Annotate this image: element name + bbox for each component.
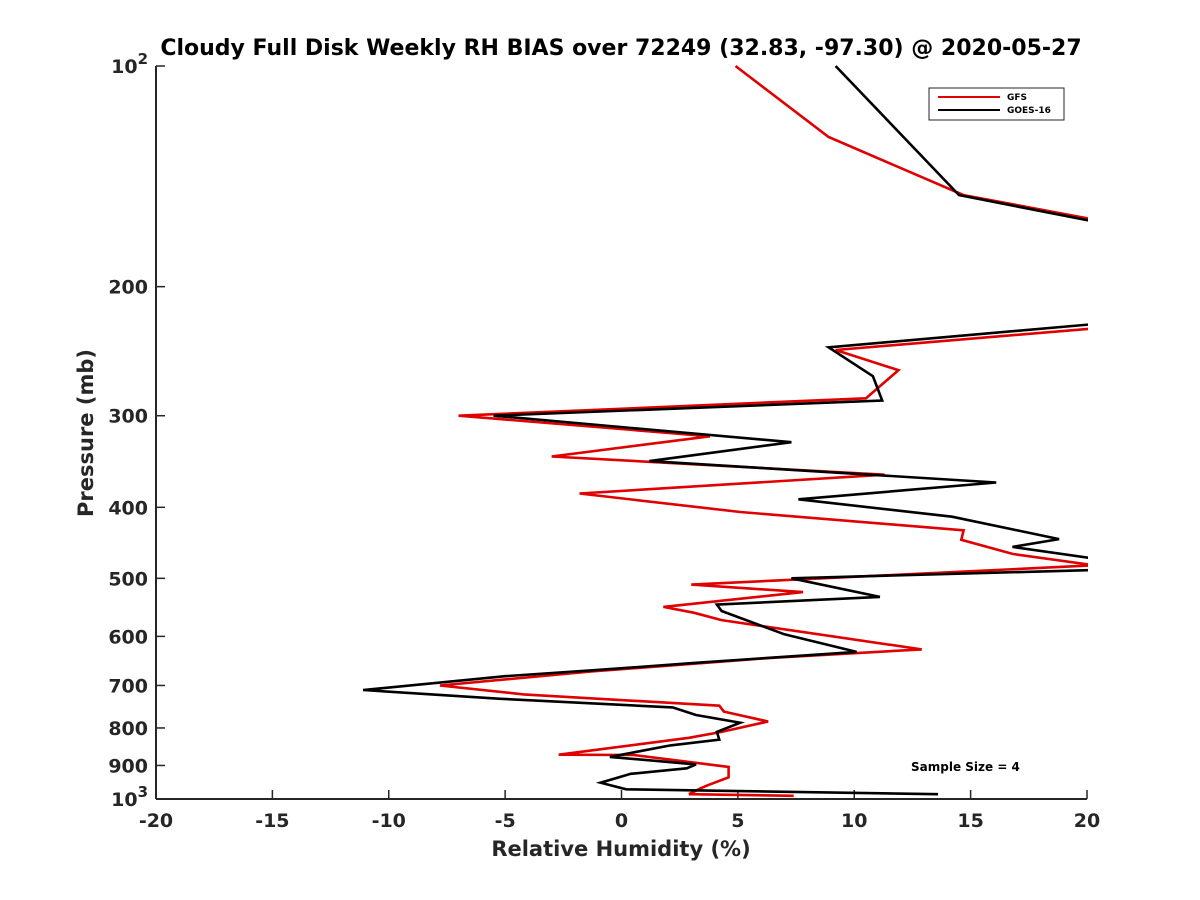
series-layer: [362, 64, 1088, 798]
x-tick-label: -15: [255, 810, 289, 832]
y-axis-ticks: 102 200 300 400 500 600 700 800 900 103: [108, 50, 165, 811]
x-tick-label: 5: [731, 810, 744, 832]
y-tick-label: 102: [111, 50, 148, 78]
x-tick-label: -5: [495, 810, 516, 832]
x-tick-label: 20: [1074, 810, 1100, 832]
x-axis-label: Relative Humidity (%): [491, 837, 750, 861]
y-tick-label: 300: [108, 406, 148, 428]
y-tick-label: 103: [111, 783, 148, 811]
x-axis-ticks: -20 -15 -10 -5 0 5 10 15 20: [139, 790, 1100, 832]
legend-label-gfs: GFS: [1007, 93, 1027, 103]
y-tick-label: 700: [108, 675, 148, 697]
x-tick-label: 10: [841, 810, 867, 832]
series-line-gfs: [439, 64, 1088, 798]
sample-size-annotation: Sample Size = 4: [911, 760, 1020, 774]
x-tick-label: -20: [139, 810, 173, 832]
y-tick-label: 400: [108, 497, 148, 519]
y-tick-label: 200: [108, 277, 148, 299]
x-tick-label: 15: [957, 810, 983, 832]
series-line-goes-16: [362, 65, 1088, 796]
chart-title: Cloudy Full Disk Weekly RH BIAS over 722…: [160, 36, 1081, 61]
y-tick-label: 500: [108, 568, 148, 590]
x-tick-label: -10: [372, 810, 406, 832]
legend-box: [928, 87, 1065, 121]
plot-area: [155, 66, 1087, 800]
y-tick-label: 800: [108, 718, 148, 740]
y-axis-label: Pressure (mb): [74, 349, 98, 517]
y-tick-label: 900: [108, 755, 148, 777]
y-tick-label: 600: [108, 626, 148, 648]
x-tick-label: 0: [615, 810, 628, 832]
legend: GFS GOES-16: [928, 87, 1065, 121]
legend-label-goes-16: GOES-16: [1007, 106, 1051, 116]
